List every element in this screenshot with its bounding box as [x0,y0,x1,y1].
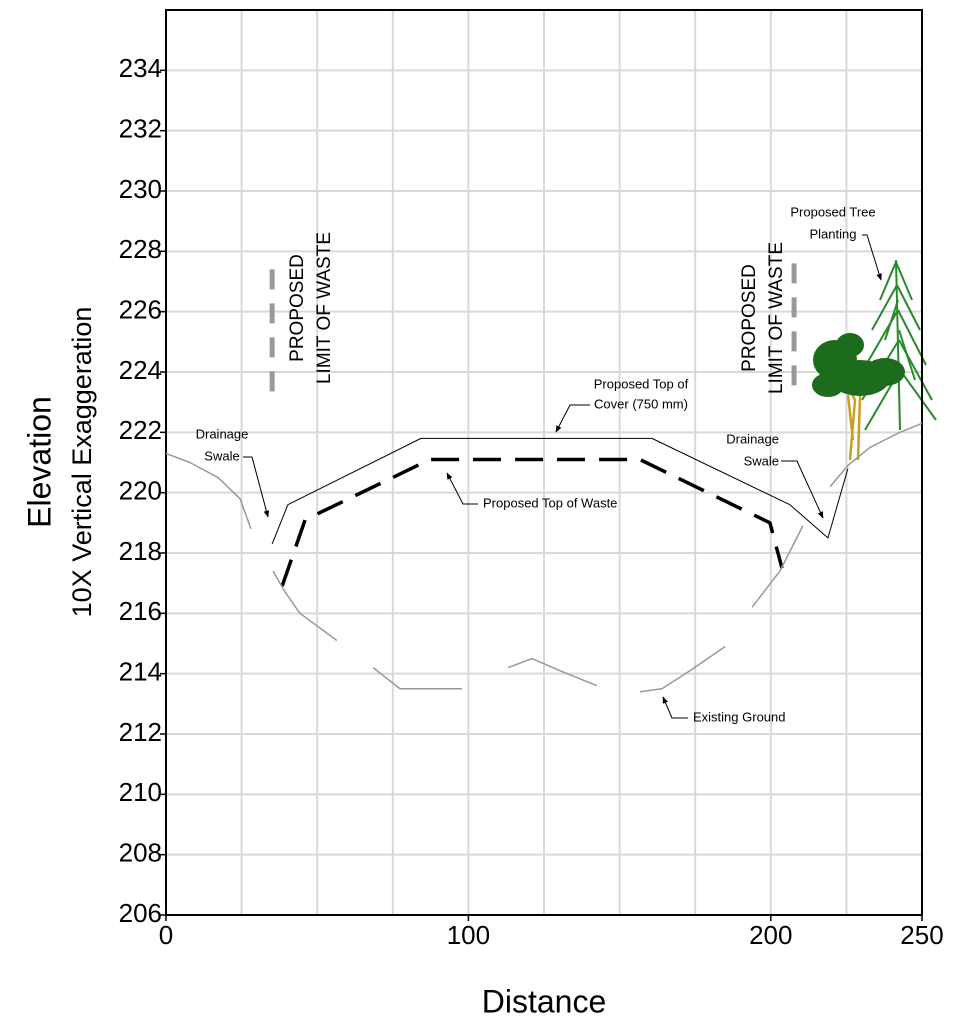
annotation: Drainage [196,426,249,441]
y-tick-label: 208 [119,838,162,868]
annotation: Proposed Tree [790,204,875,219]
y-tick-label: 228 [119,234,162,264]
y-tick-label: 220 [119,476,162,506]
annotation: Swale [744,453,779,468]
y-tick-label: 234 [119,53,162,83]
y-tick-label: 224 [119,355,162,385]
limit-label: PROPOSED [287,254,308,362]
limit-label: PROPOSED [739,264,760,372]
tree-illustration [812,259,937,461]
annotation: Drainage [726,431,779,446]
y-tick-label: 206 [119,898,162,928]
x-tick-label: 250 [900,920,943,950]
leader-line [446,472,478,505]
annotation: Swale [204,448,239,463]
annotation: Existing Ground [693,709,786,724]
series-line [271,437,849,545]
y-tick-label: 226 [119,295,162,325]
x-tick-label: 200 [749,920,792,950]
plot-frame [165,9,923,916]
limit-label: LIMIT OF WASTE [314,232,335,384]
x-tick-label: 0 [159,920,173,950]
y-tick-label: 214 [119,657,162,687]
y-tick-label: 230 [119,174,162,204]
annotation: Proposed Top of [594,376,689,391]
x-axis-title: Distance [482,983,607,1019]
leader-line [781,460,824,519]
y-tick-label: 232 [119,114,162,144]
series-line [280,457,784,587]
y-axis-title: Elevation [21,396,57,528]
leader-line [662,696,688,719]
y-tick-label: 216 [119,596,162,626]
annotation: Planting [810,226,857,241]
limit-label: LIMIT OF WASTE [766,242,787,394]
leader-line [862,234,882,281]
y-axis-title: 10X Vertical Exaggeration [67,307,97,618]
series-line [165,422,923,693]
y-tick-label: 210 [119,777,162,807]
y-tick-label: 218 [119,536,162,566]
leader-line [243,456,270,518]
annotation: Proposed Top of Waste [483,495,617,510]
y-tick-label: 212 [119,717,162,747]
x-tick-label: 100 [447,920,490,950]
leader-line [555,404,590,433]
y-tick-label: 222 [119,415,162,445]
annotation: Cover (750 mm) [594,396,688,411]
